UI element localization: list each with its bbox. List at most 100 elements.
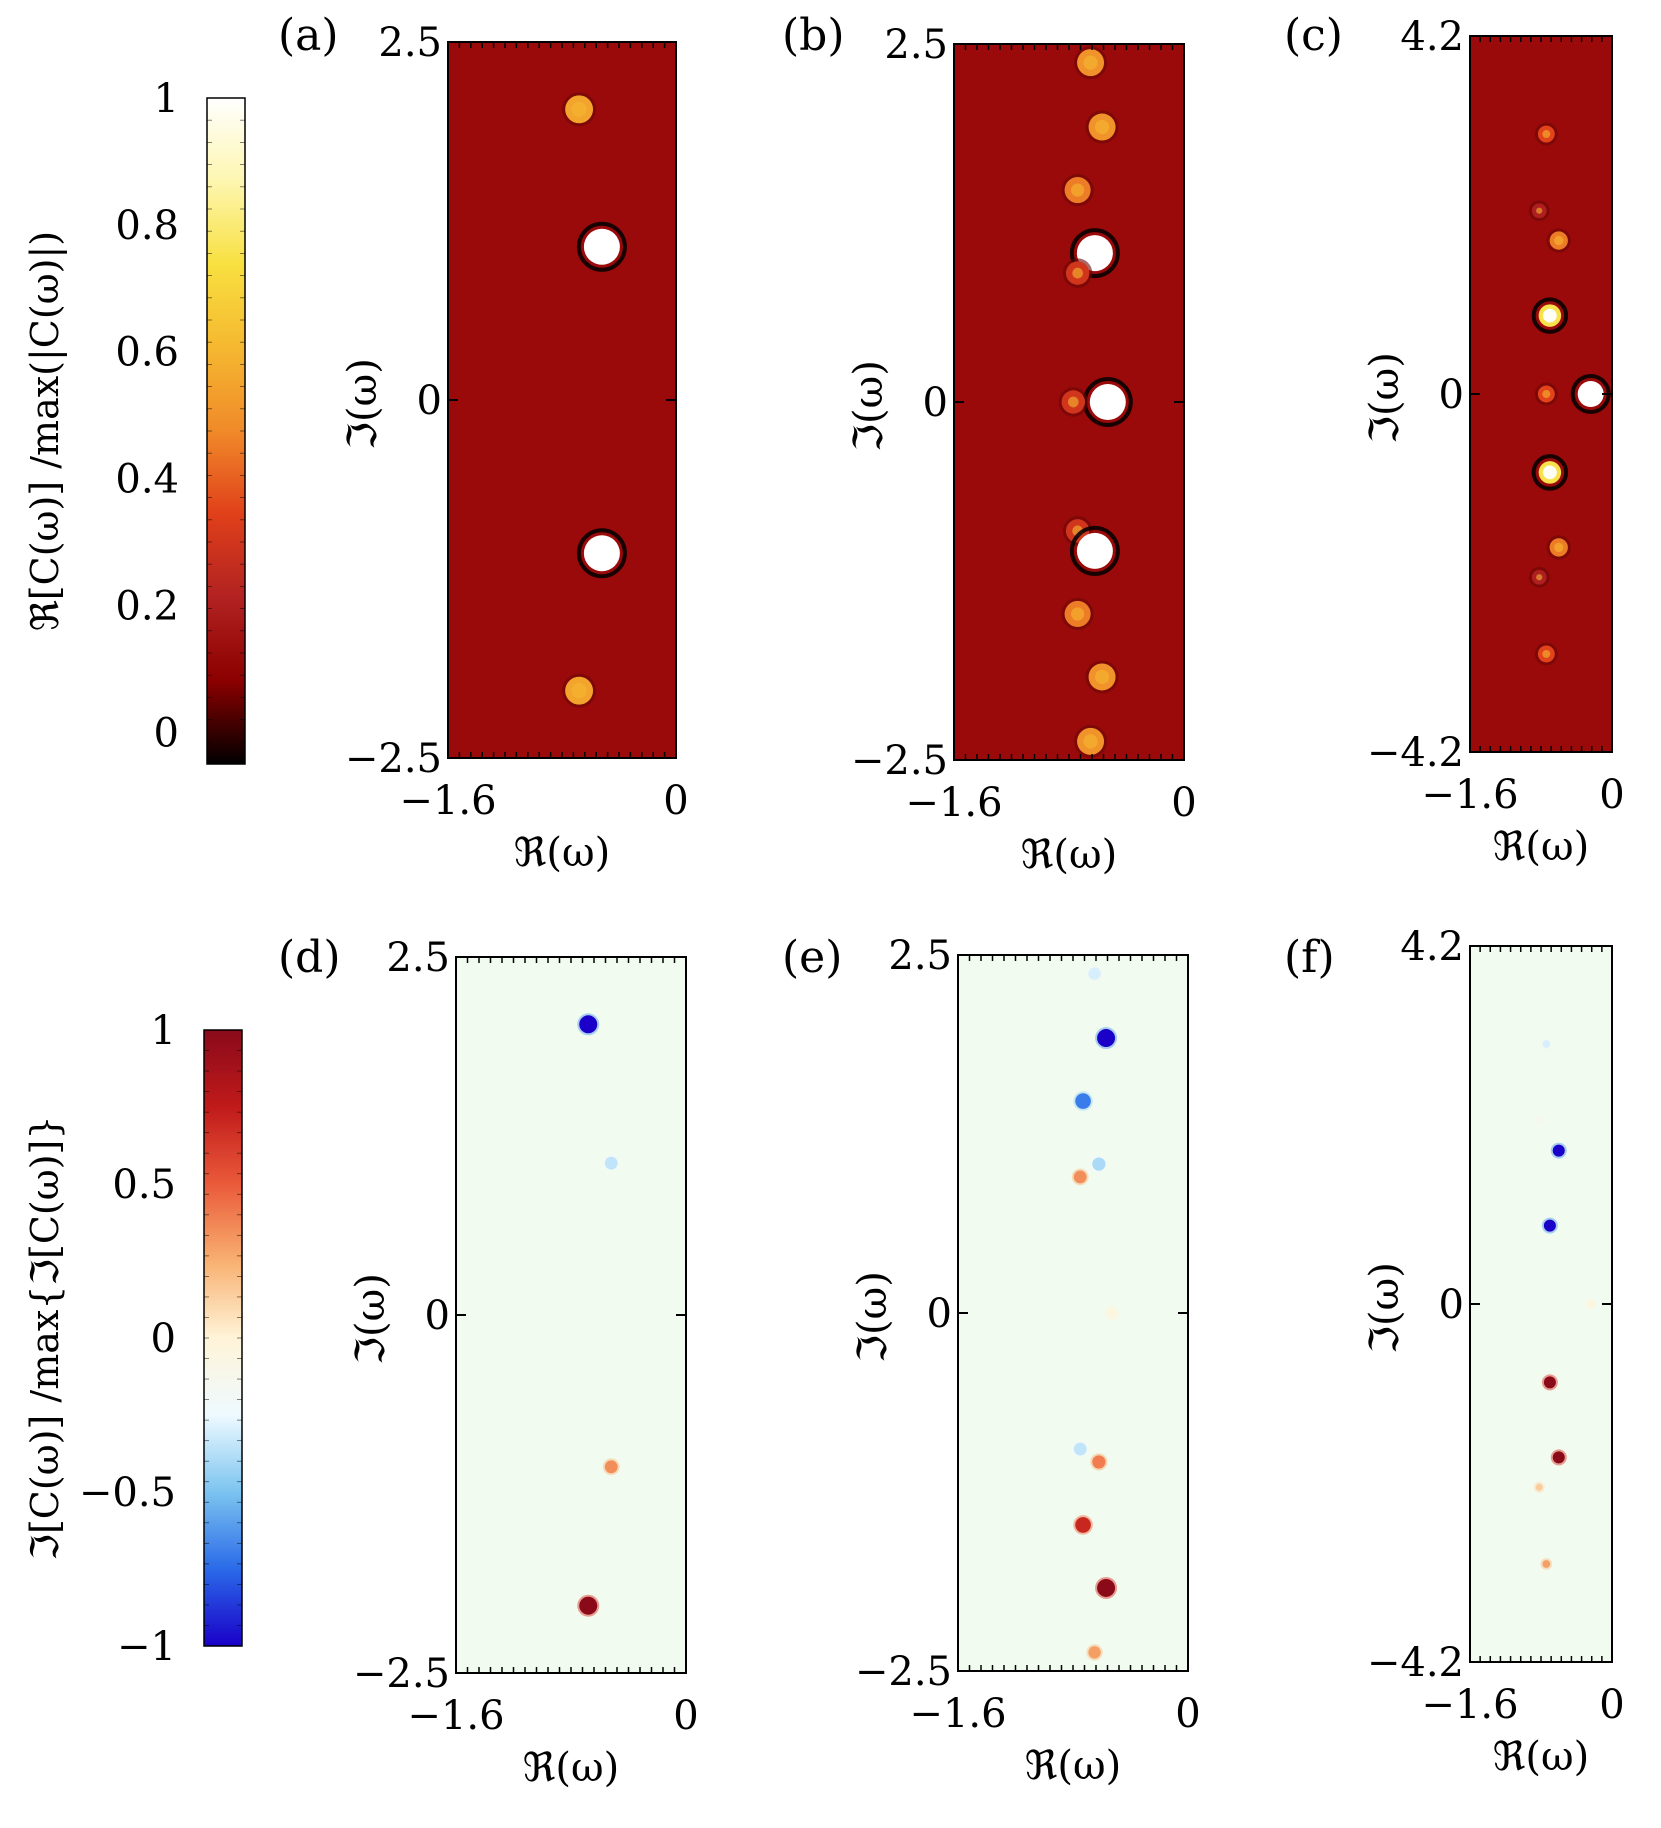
panel-a: 2.5 0 −2.5−1.6 0 ℜ(ω) ℑ(ω) (a) [278,10,689,876]
heatmap-spot [1069,525,1120,576]
colorbar-tick-label: −0.5 [79,1470,176,1516]
heatmap-spot [1531,454,1569,491]
x-axis-label: ℜ(ω) [1493,1734,1589,1780]
heatmap-spot [1546,535,1571,560]
spot-body [1542,1560,1551,1568]
y-axis-label: ℑ(ω) [348,1273,394,1365]
y-axis-label: ℑ(ω) [850,1271,896,1363]
spot-core [1082,538,1108,564]
spot-body [1097,1578,1116,1597]
colorbar-tick-label: 0 [154,710,179,756]
plot-background [456,957,686,1673]
heatmap-spot [1541,1217,1558,1234]
heatmap-spot [1071,1168,1089,1186]
heatmap-spot [577,1594,600,1617]
heatmap-spot [1085,110,1119,144]
y-axis-label: ℑ(ω) [1362,1262,1408,1354]
colorbar-label: ℑ[C(ω)] /max{ℑ[C(ω)]} [23,1115,67,1560]
y-axis-label: ℑ(ω) [846,360,892,452]
heatmap-spot [602,1458,620,1476]
spot-ring [1531,454,1569,491]
spot-core [1542,390,1551,398]
colorbar-imag: 1 0.5 0 −0.5 −1 ℑ[C(ω)] /max{ℑ[C(ω)]} [23,1008,243,1670]
spot-core [1095,389,1121,415]
heatmap-spot [1533,1115,1545,1127]
y-tick-label: 4.2 [1400,14,1464,60]
x-axis-label: ℜ(ω) [1021,832,1117,878]
x-axis-label: ℜ(ω) [523,1745,619,1791]
colorbar-tick-label: 1 [151,1008,176,1054]
spot-body [1106,1307,1118,1319]
heatmap-spot [1090,1155,1108,1173]
heatmap-spot [1095,1027,1118,1050]
heatmap-spot [1074,46,1108,80]
colorbar-label: ℜ[C(ω)] /max(|C(ω)|) [23,231,67,631]
y-tick-label: 2.5 [378,20,442,66]
y-tick-label: 0 [425,1293,450,1339]
heatmap-spot [1533,1481,1545,1493]
colorbar-tick-label: 1 [154,76,179,122]
spot-body [1088,967,1101,980]
spot-ring [1069,525,1120,576]
panel-e: 2.5 0 −2.5−1.6 0 ℜ(ω) ℑ(ω) (e) [782,932,1201,1789]
heatmap-spot [1061,174,1094,207]
colorbar-gradient [206,97,246,765]
spot-body [1073,1442,1087,1456]
spot-body [1073,1170,1087,1184]
spot-body [1092,1157,1106,1171]
heatmap-spot [1528,200,1550,222]
colorbar-tick-label: 0.2 [115,583,179,629]
spot-core [1094,119,1110,135]
x-axis-label: ℜ(ω) [514,830,610,876]
y-tick-label: −2.5 [353,1651,450,1697]
heatmap-spot [1071,1440,1089,1458]
spot-body [1088,1646,1101,1659]
panel-c: 4.20−4.2−1.6 0ℜ(ω)ℑ(ω)(c) [1284,10,1625,870]
spot-body [1075,1517,1091,1533]
heatmap-spot [602,1154,620,1172]
spot-core [1094,669,1110,685]
spot-core [571,101,587,117]
colorbar-tick-label: 0.4 [115,457,179,503]
heatmap-spot [1062,258,1093,288]
spot-body [1097,1029,1116,1048]
spot-core [1542,465,1557,480]
panel-label: (d) [278,932,341,983]
colorbar-real: 1 0.8 0.6 0.4 0.2 0 ℜ[C(ω)] /max(|C(ω)|) [23,76,246,765]
heatmap-spot [1534,382,1558,406]
y-tick-label: 0 [923,380,948,426]
heatmap-spot [1073,1091,1093,1111]
colorbar-tick-label: 0.5 [112,1162,176,1208]
heatmap-spot [1074,724,1108,758]
heatmap-spot [1058,387,1089,417]
heatmap-spot [562,92,597,127]
heatmap-spot [1095,1576,1118,1599]
colorbar-gradient [203,1029,243,1647]
x-tick-label: −1.6 [407,1693,504,1739]
panel-label: (e) [782,932,842,983]
heatmap-spot [1540,1038,1553,1050]
spot-ring [576,221,627,272]
spot-body [1552,1144,1565,1157]
y-tick-label: −2.5 [851,738,948,784]
x-tick-label: −1.6 [399,778,496,824]
panel-label: (b) [782,10,845,61]
colorbar-tick-label: 0.6 [115,330,179,376]
spot-core [1536,207,1543,214]
spot-core [589,234,615,260]
x-tick-label: −1.6 [905,780,1002,826]
spot-body [579,1596,598,1615]
heatmap-spot [1550,1449,1567,1466]
y-tick-label: 0 [927,1291,952,1337]
heatmap-spot [562,673,597,708]
spot-body [1552,1451,1565,1464]
spot-core [1542,130,1551,139]
spot-body [1587,1300,1594,1308]
y-axis-label: ℑ(ω) [1362,352,1408,444]
heatmap-spot [1528,566,1550,588]
spot-core [571,683,587,699]
spot-core [1542,308,1557,323]
spot-core [1554,542,1564,553]
y-tick-label: 2.5 [884,22,948,68]
x-tick-label: 0 [1599,1682,1624,1728]
